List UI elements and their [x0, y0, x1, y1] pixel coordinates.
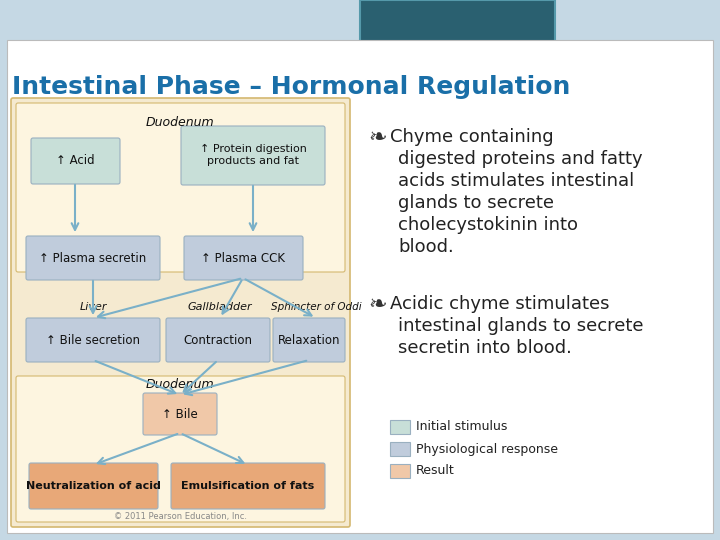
Text: secretin into blood.: secretin into blood. [398, 339, 572, 357]
FancyBboxPatch shape [390, 464, 410, 478]
Text: ❧: ❧ [368, 128, 387, 148]
FancyBboxPatch shape [390, 420, 410, 434]
Text: Initial stimulus: Initial stimulus [416, 421, 508, 434]
Text: Sphincter of Oddi: Sphincter of Oddi [271, 302, 361, 312]
Text: Intestinal Phase – Hormonal Regulation: Intestinal Phase – Hormonal Regulation [12, 75, 570, 99]
Text: Duodenum: Duodenum [145, 116, 215, 129]
FancyBboxPatch shape [273, 318, 345, 362]
FancyBboxPatch shape [16, 376, 345, 522]
FancyBboxPatch shape [16, 103, 345, 272]
FancyBboxPatch shape [31, 138, 120, 184]
Text: digested proteins and fatty: digested proteins and fatty [398, 150, 643, 168]
Text: Relaxation: Relaxation [278, 334, 341, 347]
FancyBboxPatch shape [171, 463, 325, 509]
FancyBboxPatch shape [143, 393, 217, 435]
Text: ↑ Acid: ↑ Acid [55, 154, 94, 167]
Text: intestinal glands to secrete: intestinal glands to secrete [398, 317, 644, 335]
Text: ↑ Plasma secretin: ↑ Plasma secretin [40, 252, 147, 265]
FancyBboxPatch shape [181, 126, 325, 185]
Text: Duodenum: Duodenum [145, 379, 215, 392]
FancyBboxPatch shape [7, 40, 713, 533]
Text: ❧: ❧ [368, 295, 387, 315]
Text: blood.: blood. [398, 238, 454, 256]
Text: glands to secrete: glands to secrete [398, 194, 554, 212]
FancyBboxPatch shape [184, 236, 303, 280]
FancyBboxPatch shape [390, 442, 410, 456]
Text: Physiological response: Physiological response [416, 442, 558, 456]
Text: ↑ Bile: ↑ Bile [162, 408, 198, 421]
Text: acids stimulates intestinal: acids stimulates intestinal [398, 172, 634, 190]
Text: Gallbladder: Gallbladder [188, 302, 252, 312]
FancyBboxPatch shape [29, 463, 158, 509]
FancyBboxPatch shape [26, 318, 160, 362]
FancyBboxPatch shape [26, 236, 160, 280]
Text: Contraction: Contraction [184, 334, 253, 347]
Text: ↑ Bile secretion: ↑ Bile secretion [46, 334, 140, 347]
Text: Result: Result [416, 464, 455, 477]
FancyBboxPatch shape [166, 318, 270, 362]
FancyBboxPatch shape [360, 0, 555, 55]
Text: Emulsification of fats: Emulsification of fats [181, 481, 315, 491]
Text: Liver: Liver [79, 302, 107, 312]
Text: Neutralization of acid: Neutralization of acid [26, 481, 161, 491]
Text: © 2011 Pearson Education, Inc.: © 2011 Pearson Education, Inc. [114, 512, 246, 522]
Text: ↑ Protein digestion
products and fat: ↑ Protein digestion products and fat [199, 144, 307, 166]
Text: ↑ Plasma CCK: ↑ Plasma CCK [201, 252, 285, 265]
Text: cholecystokinin into: cholecystokinin into [398, 216, 578, 234]
Text: Acidic chyme stimulates: Acidic chyme stimulates [390, 295, 610, 313]
FancyBboxPatch shape [11, 98, 350, 527]
Text: Chyme containing: Chyme containing [390, 128, 554, 146]
